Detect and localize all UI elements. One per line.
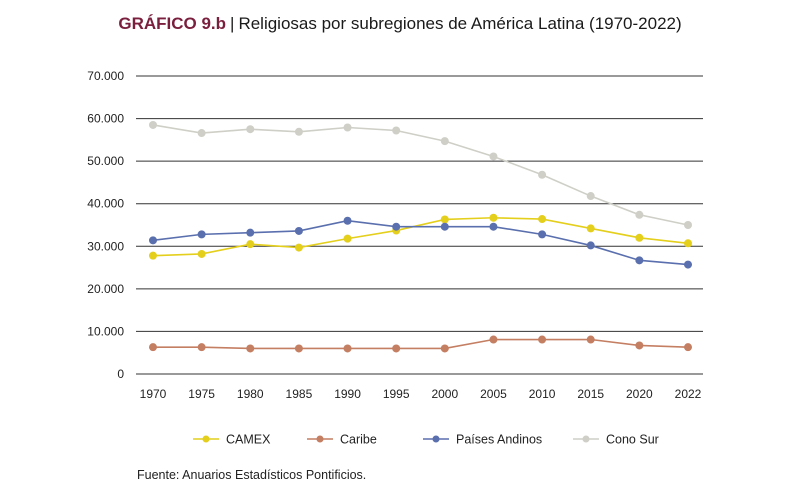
y-tick-label: 0 <box>117 367 124 381</box>
data-point-paises-andinos <box>343 216 352 225</box>
x-tick-label: 1995 <box>383 387 410 401</box>
data-point-cono-sur <box>586 192 595 201</box>
data-point-cono-sur <box>440 137 449 146</box>
data-point-paises-andinos <box>149 236 157 245</box>
data-point-cono-sur <box>392 126 401 135</box>
y-tick-label: 10.000 <box>87 324 124 338</box>
data-point-cono-sur <box>684 221 692 229</box>
data-point-camex <box>149 251 157 260</box>
chart-title-text: Religiosas por subregiones de América La… <box>238 14 682 33</box>
data-point-paises-andinos <box>635 256 644 265</box>
x-tick-label: 2005 <box>480 387 507 401</box>
x-tick-label: 1985 <box>286 387 313 401</box>
chart-label: GRÁFICO 9.b <box>118 14 227 33</box>
data-point-caribe <box>392 344 401 353</box>
x-tick-label: 1970 <box>140 387 167 401</box>
data-point-camex <box>197 249 206 258</box>
data-point-paises-andinos <box>440 222 449 231</box>
data-point-camex <box>489 213 498 222</box>
y-tick-label: 20.000 <box>87 282 124 296</box>
data-point-caribe <box>149 343 157 352</box>
data-point-caribe <box>197 343 206 352</box>
source-note: Fuente: Anuarios Estadísticos Pontificio… <box>137 468 367 482</box>
x-tick-label: 2015 <box>577 387 604 401</box>
legend-label-cono-sur: Cono Sur <box>606 433 659 447</box>
data-point-caribe <box>538 335 547 344</box>
data-point-cono-sur <box>197 129 206 138</box>
data-point-camex <box>586 224 595 233</box>
data-point-caribe <box>343 344 352 353</box>
data-point-caribe <box>440 344 449 353</box>
x-tick-label: 2022 <box>675 387 702 401</box>
y-tick-label: 30.000 <box>87 239 124 253</box>
data-point-paises-andinos <box>392 222 401 231</box>
data-point-paises-andinos <box>489 222 498 231</box>
data-point-cono-sur <box>149 120 157 129</box>
data-point-camex <box>635 233 644 242</box>
data-point-caribe <box>635 341 644 350</box>
series-line-cono-sur <box>152 124 689 226</box>
chart-title: GRÁFICO 9.b | Religiosas por subregiones d… <box>0 14 800 34</box>
data-point-caribe <box>586 335 595 344</box>
legend-label-caribe: Caribe <box>340 433 377 447</box>
data-point-caribe <box>489 335 498 344</box>
data-point-paises-andinos <box>246 228 255 237</box>
x-tick-label: 1980 <box>237 387 264 401</box>
data-point-paises-andinos <box>684 260 692 269</box>
title-separator: | <box>230 14 235 33</box>
legend-label-camex: CAMEX <box>226 433 271 447</box>
data-point-camex <box>440 215 449 224</box>
legend-marker-caribe <box>316 435 324 443</box>
x-tick-label: 1990 <box>334 387 361 401</box>
x-tick-label: 2020 <box>626 387 653 401</box>
x-tick-label: 2000 <box>431 387 458 401</box>
y-tick-label: 50.000 <box>87 154 124 168</box>
data-point-camex <box>246 240 255 249</box>
data-point-camex <box>684 239 692 248</box>
data-point-cono-sur <box>294 127 303 136</box>
data-point-paises-andinos <box>586 241 595 250</box>
series-line-paises-andinos <box>152 219 689 266</box>
data-point-paises-andinos <box>294 226 303 235</box>
data-point-camex <box>538 215 547 224</box>
data-point-camex <box>343 234 352 243</box>
x-tick-label: 1975 <box>188 387 215 401</box>
series-line-camex <box>152 216 689 257</box>
data-point-paises-andinos <box>538 230 547 239</box>
legend-marker-camex <box>202 435 210 443</box>
data-point-cono-sur <box>246 125 255 134</box>
x-tick-label: 2010 <box>529 387 556 401</box>
data-point-caribe <box>294 344 303 353</box>
y-tick-label: 40.000 <box>87 197 124 211</box>
data-point-cono-sur <box>538 170 547 179</box>
data-point-cono-sur <box>635 210 644 219</box>
legend-marker-cono-sur <box>582 435 590 443</box>
series-line-caribe <box>153 338 689 350</box>
legend-label-paises-andinos: Países Andinos <box>456 433 542 447</box>
data-point-paises-andinos <box>197 230 206 239</box>
data-point-caribe <box>684 343 692 352</box>
legend-marker-paises-andinos <box>432 435 440 443</box>
data-point-camex <box>294 243 303 252</box>
y-tick-label: 60.000 <box>87 112 124 126</box>
data-point-caribe <box>246 344 255 353</box>
data-point-cono-sur <box>489 152 498 161</box>
y-tick-label: 70.000 <box>87 69 124 83</box>
data-point-cono-sur <box>343 123 352 132</box>
